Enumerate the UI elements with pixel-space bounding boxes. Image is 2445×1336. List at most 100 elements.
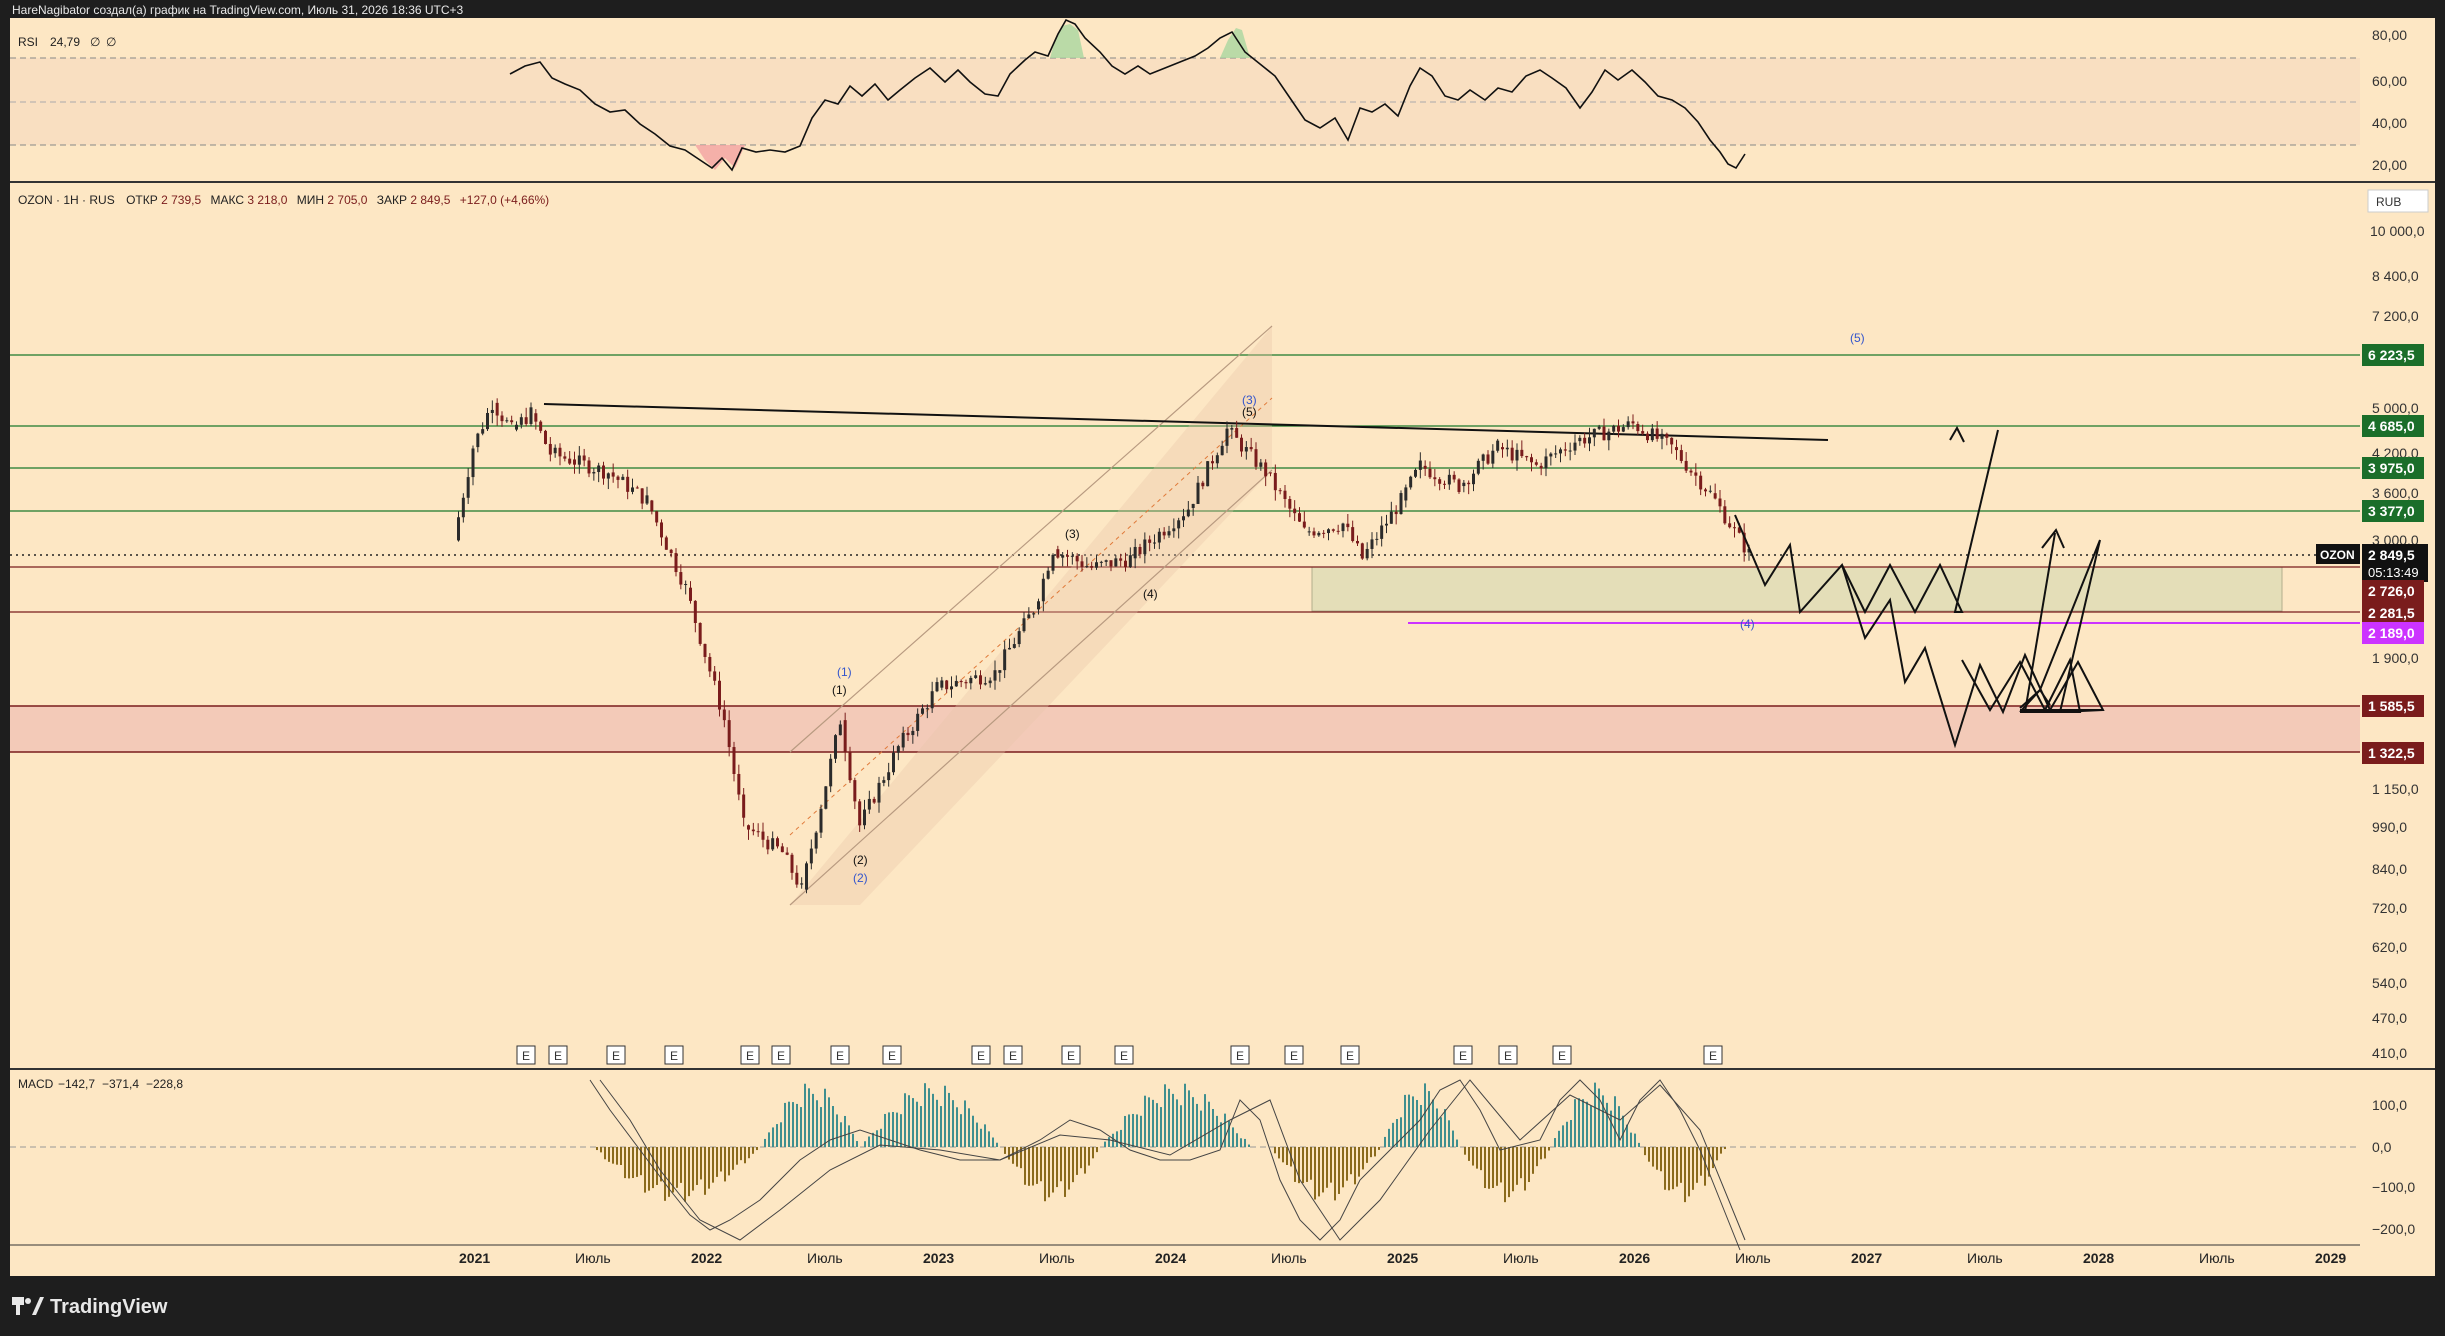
candle-body (611, 472, 615, 477)
macd-histogram-bar (916, 1101, 918, 1147)
wave-label-5[interactable]: (5) (1242, 405, 1257, 419)
macd-histogram-bar (1712, 1147, 1714, 1169)
candle-body (1172, 528, 1176, 532)
candle-body (1510, 447, 1514, 461)
candle-body (1259, 462, 1263, 467)
rally-leg[interactable] (2024, 532, 2056, 713)
macd-histogram-bar (616, 1147, 618, 1165)
level-box-2189[interactable] (2362, 622, 2424, 644)
wave-label-5-alt[interactable]: (5) (1850, 331, 1865, 345)
macd-histogram-bar (1644, 1147, 1646, 1156)
level-box-3377[interactable] (2362, 500, 2424, 522)
macd-histogram-bar (1108, 1137, 1110, 1147)
last-price-box[interactable] (2362, 544, 2428, 582)
price-tick: 1 150,0 (2372, 781, 2419, 797)
projection-main[interactable] (2019, 539, 2101, 713)
earnings-marker[interactable] (830, 1045, 850, 1065)
macd-histogram-bar (1354, 1147, 1356, 1185)
earnings-marker[interactable] (664, 1045, 684, 1065)
projection-path-bear[interactable] (1734, 514, 2105, 749)
candle-body (1718, 498, 1722, 507)
level-box-2726[interactable] (2362, 580, 2424, 602)
channel-lower[interactable] (789, 469, 1273, 906)
channel-upper[interactable] (789, 325, 1273, 753)
earnings-marker[interactable] (771, 1045, 791, 1065)
earnings-marker[interactable] (1703, 1045, 1723, 1065)
macd-histogram-bar (996, 1142, 998, 1147)
earnings-marker[interactable] (1340, 1045, 1360, 1065)
macd-pane[interactable]: MACD −142,7 −371,4 −228,8 100,0 0,0 −100… (10, 1077, 2415, 1251)
currency-button[interactable] (2367, 189, 2429, 213)
level-box-4685[interactable] (2362, 415, 2424, 437)
wave-label-4-alt[interactable]: (4) (1740, 617, 1755, 631)
macd-histogram-bar (808, 1088, 810, 1147)
price-pane[interactable]: (1) (1) (2) (2) (3) (3) (4) (4) (5) (5) … (10, 189, 2429, 1065)
level-box-1322[interactable] (2362, 742, 2424, 764)
candle-body (1240, 437, 1243, 452)
macd-histogram-bar (1350, 1147, 1352, 1175)
earnings-marker[interactable] (1114, 1045, 1134, 1065)
earnings-marker[interactable] (740, 1045, 760, 1065)
level-label-1585: 1 585,5 (2368, 698, 2415, 714)
macd-histogram-bar (1342, 1147, 1344, 1188)
earnings-marker[interactable] (1552, 1045, 1572, 1065)
level-box-3975[interactable] (2362, 457, 2424, 479)
macd-histogram-bar (1152, 1099, 1154, 1147)
earnings-marker[interactable] (606, 1045, 626, 1065)
candle-body (1186, 509, 1190, 517)
earnings-marker[interactable] (548, 1045, 568, 1065)
macd-histogram-bar (872, 1132, 874, 1147)
earnings-marker[interactable] (1498, 1045, 1518, 1065)
earnings-marker[interactable] (882, 1045, 902, 1065)
candle-body (1573, 442, 1577, 451)
level-box-6223[interactable] (2362, 344, 2424, 366)
wave-label-2[interactable]: (2) (853, 853, 868, 867)
candle-body (761, 831, 765, 840)
level-box-2281[interactable] (2362, 602, 2424, 624)
projection-path-bull[interactable] (1841, 429, 1999, 615)
price-tick: 840,0 (2372, 861, 2407, 877)
wave-label-2-alt[interactable]: (2) (853, 871, 868, 885)
macd-histogram-bar (664, 1147, 666, 1201)
level-box-1585[interactable] (2362, 695, 2424, 717)
time-axis-label: Июль (575, 1250, 611, 1266)
open-value: 2 739,5 (161, 193, 201, 207)
earnings-marker-label: E (522, 1049, 530, 1063)
candle-body (1327, 529, 1330, 534)
earnings-marker[interactable] (971, 1045, 991, 1065)
candle-body (515, 424, 518, 430)
macd-histogram-bar (736, 1147, 738, 1165)
candle-body (1675, 447, 1678, 451)
earnings-marker[interactable] (1003, 1045, 1023, 1065)
wave-label-3-alt[interactable]: (3) (1242, 393, 1257, 407)
candle-body (1525, 456, 1529, 458)
candle-body (727, 720, 731, 748)
macd-histogram-bar (748, 1147, 750, 1159)
symbol-legend[interactable]: OZON · 1Н · RUS ОТКР 2 739,5 МАКС 3 218,… (18, 193, 549, 207)
earnings-marker[interactable] (1284, 1045, 1304, 1065)
earnings-marker[interactable] (1453, 1045, 1473, 1065)
wave-label-1-alt[interactable]: (1) (837, 665, 852, 679)
macd-histogram-bar (980, 1128, 982, 1147)
macd-histogram-bar (1508, 1147, 1510, 1198)
macd-histogram-bar (740, 1147, 742, 1161)
wave-label-1[interactable]: (1) (832, 683, 847, 697)
earnings-marker[interactable] (516, 1045, 536, 1065)
wave-label-4[interactable]: (4) (1143, 587, 1158, 601)
earnings-marker[interactable] (1061, 1045, 1081, 1065)
time-axis-label: Июль (1039, 1250, 1075, 1266)
earnings-marker[interactable] (1230, 1045, 1250, 1065)
candle-body (1708, 490, 1712, 492)
wave-label-3[interactable]: (3) (1065, 527, 1080, 541)
time-axis-label: 2023 (923, 1250, 954, 1266)
candle-body (737, 773, 741, 795)
macd-histogram-bar (1648, 1147, 1650, 1162)
rsi-pane[interactable]: RSI 24,79 ∅ ∅ 80,00 60,00 40,00 20,00 (10, 18, 2407, 173)
last-symbol-box[interactable] (2316, 544, 2360, 564)
macd-histogram-bar (1472, 1147, 1474, 1166)
time-axis[interactable]: 2021 Июль 2022 Июль 2023 Июль 2024 Июль 2025 Июль… (459, 1250, 2346, 1266)
candle-body (1559, 449, 1562, 454)
arrow-head-icon (2041, 528, 2065, 549)
candle-body (1244, 447, 1248, 452)
